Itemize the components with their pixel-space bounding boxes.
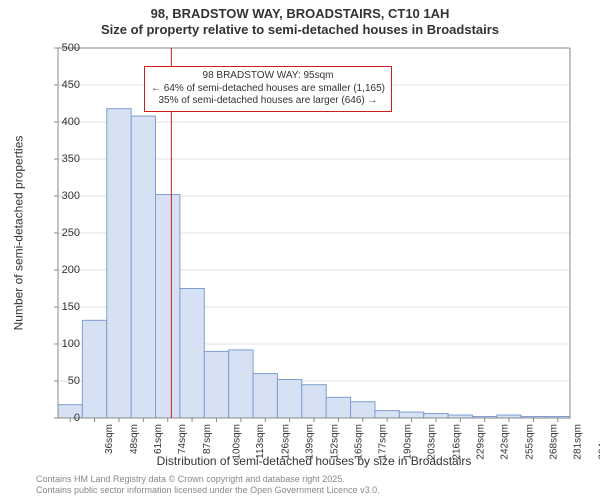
- ytick-label: 450: [40, 79, 80, 91]
- footer: Contains HM Land Registry data © Crown c…: [36, 474, 380, 496]
- ytick-label: 400: [40, 116, 80, 128]
- footer-line1: Contains HM Land Registry data © Crown c…: [36, 474, 380, 485]
- ytick-label: 150: [40, 301, 80, 313]
- ytick-label: 500: [40, 42, 80, 54]
- xtick-label: 113sqm: [255, 424, 266, 459]
- xtick-label: 268sqm: [549, 424, 560, 460]
- ytick-label: 0: [40, 412, 80, 424]
- xtick-label: 281sqm: [573, 424, 584, 460]
- xtick-label: 190sqm: [402, 424, 413, 460]
- title-line2: Size of property relative to semi-detach…: [0, 22, 600, 37]
- xtick-label: 100sqm: [232, 424, 243, 460]
- ytick-label: 100: [40, 338, 80, 350]
- xtick-label: 216sqm: [451, 424, 462, 460]
- xtick-label: 242sqm: [500, 424, 511, 460]
- annotation-line3: 35% of semi-detached houses are larger (…: [151, 95, 385, 108]
- xtick-label: 74sqm: [177, 424, 188, 454]
- xtick-label: 36sqm: [104, 424, 115, 454]
- annotation-line2: ← 64% of semi-detached houses are smalle…: [151, 83, 385, 96]
- xtick-label: 203sqm: [427, 424, 438, 460]
- chart-area: 98 BRADSTOW WAY: 95sqm ← 64% of semi-det…: [58, 48, 570, 418]
- y-axis-label: Number of semi-detached properties: [11, 136, 25, 331]
- annotation-box: 98 BRADSTOW WAY: 95sqm ← 64% of semi-det…: [144, 66, 392, 112]
- xtick-label: 152sqm: [329, 424, 340, 460]
- xtick-label: 255sqm: [524, 424, 535, 460]
- xtick-label: 48sqm: [129, 424, 140, 454]
- ytick-label: 300: [40, 190, 80, 202]
- xtick-label: 229sqm: [475, 424, 486, 460]
- xtick-label: 177sqm: [378, 424, 389, 460]
- ytick-label: 50: [40, 375, 80, 387]
- xtick-label: 61sqm: [153, 424, 164, 454]
- y-axis-label-wrap: Number of semi-detached properties: [10, 48, 26, 418]
- annotation-line1: 98 BRADSTOW WAY: 95sqm: [151, 70, 385, 83]
- ytick-label: 250: [40, 227, 80, 239]
- ytick-label: 200: [40, 264, 80, 276]
- xtick-label: 87sqm: [202, 424, 213, 454]
- xtick-label: 165sqm: [354, 424, 365, 460]
- footer-line2: Contains public sector information licen…: [36, 485, 380, 496]
- xtick-label: 139sqm: [305, 424, 316, 460]
- xtick-label: 126sqm: [280, 424, 291, 460]
- title-line1: 98, BRADSTOW WAY, BROADSTAIRS, CT10 1AH: [0, 6, 600, 21]
- ytick-label: 350: [40, 153, 80, 165]
